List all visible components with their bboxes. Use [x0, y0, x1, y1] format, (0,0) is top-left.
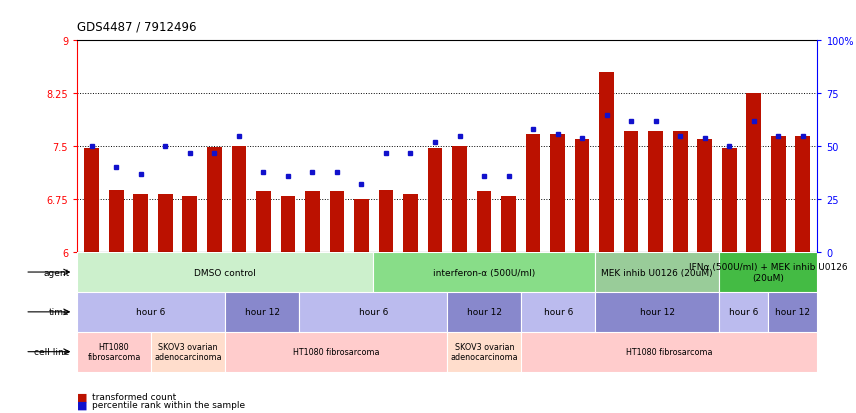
Bar — [447, 332, 521, 372]
Bar — [722, 148, 736, 252]
Text: cell line: cell line — [34, 347, 69, 356]
Bar — [77, 292, 225, 332]
Bar — [373, 252, 595, 292]
Text: interferon-α (500U/ml): interferon-α (500U/ml) — [433, 268, 535, 277]
Bar — [477, 191, 491, 252]
Text: hour 12: hour 12 — [776, 308, 811, 317]
Text: ■: ■ — [77, 392, 87, 401]
Bar — [673, 131, 687, 252]
Text: time: time — [49, 308, 69, 317]
Bar — [281, 196, 295, 252]
Text: DMSO control: DMSO control — [194, 268, 256, 277]
Bar — [151, 332, 225, 372]
Bar — [526, 134, 540, 252]
Bar — [109, 190, 123, 252]
Bar — [795, 136, 810, 252]
Bar — [300, 292, 447, 332]
Bar — [771, 136, 786, 252]
Bar — [77, 252, 373, 292]
Bar — [521, 292, 595, 332]
Bar — [182, 196, 197, 252]
Text: hour 6: hour 6 — [136, 308, 166, 317]
Bar — [256, 191, 270, 252]
Text: ■: ■ — [77, 400, 87, 410]
Text: SKOV3 ovarian
adenocarcinoma: SKOV3 ovarian adenocarcinoma — [450, 342, 518, 361]
Bar — [447, 292, 521, 332]
Bar — [225, 292, 300, 332]
Bar — [596, 292, 719, 332]
Text: IFNα (500U/ml) + MEK inhib U0126
(20uM): IFNα (500U/ml) + MEK inhib U0126 (20uM) — [689, 263, 847, 282]
Bar — [330, 191, 344, 252]
Text: MEK inhib U0126 (20uM): MEK inhib U0126 (20uM) — [601, 268, 713, 277]
Bar — [550, 134, 565, 252]
Bar — [158, 194, 173, 252]
Text: agent: agent — [44, 268, 69, 277]
Text: HT1080 fibrosarcoma: HT1080 fibrosarcoma — [293, 347, 379, 356]
Bar — [134, 194, 148, 252]
Bar — [624, 131, 639, 252]
Bar — [225, 332, 447, 372]
Bar — [403, 194, 418, 252]
Bar — [648, 131, 663, 252]
Text: HT1080
fibrosarcoma: HT1080 fibrosarcoma — [87, 342, 140, 361]
Text: hour 6: hour 6 — [359, 308, 388, 317]
Text: hour 12: hour 12 — [467, 308, 502, 317]
Bar — [574, 140, 590, 252]
Bar — [719, 252, 817, 292]
Bar — [746, 94, 761, 252]
Bar — [305, 191, 320, 252]
Text: percentile rank within the sample: percentile rank within the sample — [92, 400, 245, 409]
Bar — [378, 190, 393, 252]
Bar — [502, 196, 516, 252]
Text: transformed count: transformed count — [92, 392, 175, 401]
Bar — [231, 147, 247, 252]
Bar — [207, 147, 222, 252]
Bar — [521, 332, 817, 372]
Text: hour 6: hour 6 — [728, 308, 758, 317]
Bar — [768, 292, 817, 332]
Bar — [596, 252, 719, 292]
Text: hour 12: hour 12 — [245, 308, 280, 317]
Bar — [354, 200, 369, 252]
Text: SKOV3 ovarian
adenocarcinoma: SKOV3 ovarian adenocarcinoma — [154, 342, 222, 361]
Text: hour 6: hour 6 — [544, 308, 573, 317]
Bar — [719, 292, 768, 332]
Text: hour 12: hour 12 — [639, 308, 675, 317]
Bar — [428, 149, 443, 252]
Text: GDS4487 / 7912496: GDS4487 / 7912496 — [77, 20, 197, 33]
Bar — [452, 147, 467, 252]
Bar — [85, 149, 99, 252]
Bar — [599, 73, 614, 252]
Bar — [77, 332, 151, 372]
Bar — [698, 140, 712, 252]
Text: HT1080 fibrosarcoma: HT1080 fibrosarcoma — [626, 347, 713, 356]
